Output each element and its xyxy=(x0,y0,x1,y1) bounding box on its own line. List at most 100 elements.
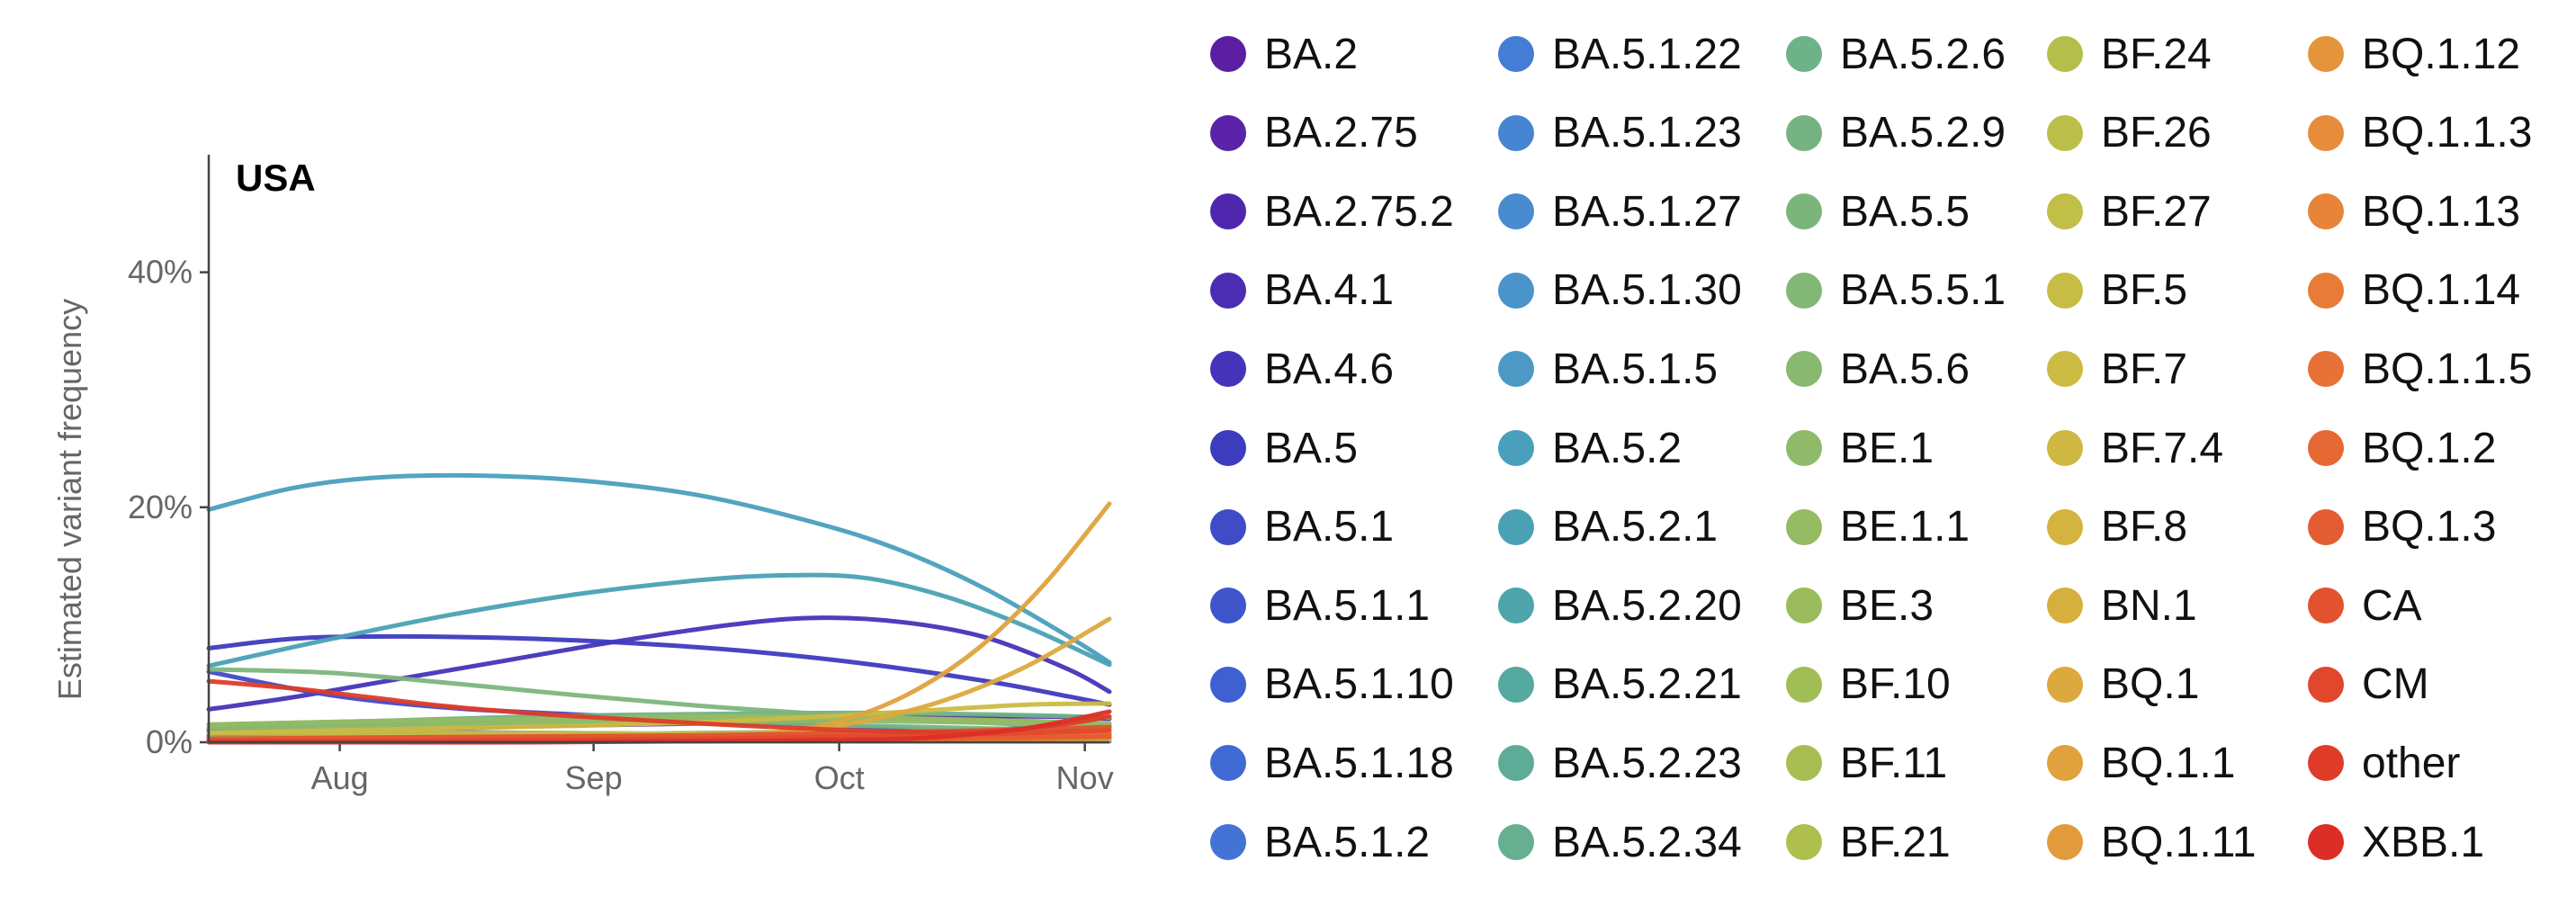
legend-item-bq-1-1-3[interactable]: BQ.1.1.3 xyxy=(2308,106,2532,160)
legend-item-ba-4-1[interactable]: BA.4.1 xyxy=(1210,264,1394,318)
legend-label: BF.26 xyxy=(2101,109,2212,157)
legend-item-ba-5-1-18[interactable]: BA.5.1.18 xyxy=(1210,736,1454,790)
legend-swatch xyxy=(2308,114,2344,151)
legend-item-ba-5-2-21[interactable]: BA.5.2.21 xyxy=(1498,658,1742,712)
legend-swatch xyxy=(2308,430,2344,466)
legend-item-bq-1-13[interactable]: BQ.1.13 xyxy=(2308,184,2520,238)
legend-item-bf-27[interactable]: BF.27 xyxy=(2047,184,2212,238)
legend-item-bf-10[interactable]: BF.10 xyxy=(1786,658,1951,712)
legend-label: BA.5.5.1 xyxy=(1840,266,2006,315)
legend-item-cm[interactable]: CM xyxy=(2308,658,2429,712)
legend-item-bf-7[interactable]: BF.7 xyxy=(2047,342,2187,396)
legend-label: BF.27 xyxy=(2101,187,2212,236)
legend-label: BA.5.2.9 xyxy=(1840,109,2006,157)
legend-item-ba-5-2-23[interactable]: BA.5.2.23 xyxy=(1498,736,1742,790)
legend-label: BA.5.6 xyxy=(1840,345,1970,393)
legend-swatch xyxy=(2047,193,2083,230)
legend-item-other[interactable]: other xyxy=(2308,736,2460,790)
legend-item-ba-2-75[interactable]: BA.2.75 xyxy=(1210,106,1418,160)
legend-item-ba-5-1-27[interactable]: BA.5.1.27 xyxy=(1498,184,1742,238)
legend-item-ca[interactable]: CA xyxy=(2308,579,2422,632)
legend-item-ba-5-1-10[interactable]: BA.5.1.10 xyxy=(1210,658,1454,712)
legend-item-ba-5-2-20[interactable]: BA.5.2.20 xyxy=(1498,579,1742,632)
legend-item-ba-5-2-1[interactable]: BA.5.2.1 xyxy=(1498,500,1718,554)
legend-swatch xyxy=(1786,272,1822,309)
legend-item-ba-2[interactable]: BA.2 xyxy=(1210,27,1358,81)
legend-item-bf-26[interactable]: BF.26 xyxy=(2047,106,2212,160)
legend-item-ba-5-1-22[interactable]: BA.5.1.22 xyxy=(1498,27,1742,81)
legend-swatch xyxy=(2047,36,2083,72)
legend-item-ba-5-2[interactable]: BA.5.2 xyxy=(1498,421,1682,475)
legend-label: BQ.1.1.5 xyxy=(2362,345,2533,393)
legend-label: BA.5.1.30 xyxy=(1552,266,1742,315)
legend-item-ba-5-1-5[interactable]: BA.5.1.5 xyxy=(1498,342,1718,396)
legend-swatch xyxy=(1786,666,1822,703)
legend-swatch xyxy=(2047,824,2083,860)
series-line-be-1-1 xyxy=(206,713,1112,727)
legend-item-bq-1-3[interactable]: BQ.1.3 xyxy=(2308,500,2496,554)
legend-item-bq-1-1[interactable]: BQ.1.1 xyxy=(2047,736,2235,790)
x-tick-label: Oct xyxy=(814,759,865,796)
legend-swatch xyxy=(1210,272,1246,309)
legend-swatch xyxy=(1498,351,1534,388)
legend-label: BA.5.1.27 xyxy=(1552,187,1742,236)
legend-item-ba-5-5-1[interactable]: BA.5.5.1 xyxy=(1786,264,2006,318)
y-tick-label: 0% xyxy=(146,723,193,760)
legend-swatch xyxy=(2308,272,2344,309)
y-axis-ticks: 0% 20% 40% xyxy=(128,254,209,760)
legend-label: BA.5 xyxy=(1264,424,1359,472)
legend-label: BF.11 xyxy=(1840,739,1948,787)
legend-item-bf-8[interactable]: BF.8 xyxy=(2047,500,2187,554)
legend-item-bq-1-2[interactable]: BQ.1.2 xyxy=(2308,421,2496,475)
legend-item-bf-5[interactable]: BF.5 xyxy=(2047,264,2187,318)
legend-swatch xyxy=(2308,36,2344,72)
legend-item-bf-7-4[interactable]: BF.7.4 xyxy=(2047,421,2223,475)
legend-item-ba-5-2-6[interactable]: BA.5.2.6 xyxy=(1786,27,2006,81)
legend-item-ba-5-1-30[interactable]: BA.5.1.30 xyxy=(1498,264,1742,318)
x-tick-label: Aug xyxy=(311,759,369,796)
legend-item-bq-1-12[interactable]: BQ.1.12 xyxy=(2308,27,2520,81)
x-tick-label: Nov xyxy=(1056,759,1114,796)
legend-item-ba-5-1-23[interactable]: BA.5.1.23 xyxy=(1498,106,1742,160)
legend-item-bq-1-1-5[interactable]: BQ.1.1.5 xyxy=(2308,342,2532,396)
legend-item-xbb-1[interactable]: XBB.1 xyxy=(2308,815,2484,869)
legend-swatch xyxy=(1210,351,1246,388)
legend-item-bq-1[interactable]: BQ.1 xyxy=(2047,658,2199,712)
legend-item-bf-24[interactable]: BF.24 xyxy=(2047,27,2212,81)
legend-label: BQ.1.12 xyxy=(2362,30,2521,78)
legend-item-bn-1[interactable]: BN.1 xyxy=(2047,579,2197,632)
legend-swatch xyxy=(1498,430,1534,466)
legend-item-bq-1-11[interactable]: BQ.1.11 xyxy=(2047,815,2257,869)
legend-swatch xyxy=(1498,508,1534,545)
legend-swatch xyxy=(2308,745,2344,782)
legend-item-bq-1-14[interactable]: BQ.1.14 xyxy=(2308,264,2520,318)
legend-item-ba-5[interactable]: BA.5 xyxy=(1210,421,1358,475)
legend-item-be-1[interactable]: BE.1 xyxy=(1786,421,1934,475)
legend-swatch xyxy=(1210,114,1246,151)
legend-item-ba-5-2-34[interactable]: BA.5.2.34 xyxy=(1498,815,1742,869)
legend-item-ba-5-1[interactable]: BA.5.1 xyxy=(1210,500,1394,554)
legend-item-bf-21[interactable]: BF.21 xyxy=(1786,815,1951,869)
legend-item-ba-5-5[interactable]: BA.5.5 xyxy=(1786,184,1970,238)
legend-item-be-3[interactable]: BE.3 xyxy=(1786,579,1934,632)
legend-item-ba-5-1-1[interactable]: BA.5.1.1 xyxy=(1210,579,1430,632)
legend-item-ba-4-6[interactable]: BA.4.6 xyxy=(1210,342,1394,396)
legend-swatch xyxy=(1786,351,1822,388)
legend-item-ba-2-75-2[interactable]: BA.2.75.2 xyxy=(1210,184,1454,238)
legend: BA.2 BA.2.75 BA.2.75.2 BA.4.1 BA.4.6 BA.5 BA.5… xyxy=(1210,27,2576,891)
legend-label: BE.3 xyxy=(1840,581,1934,630)
legend-item-ba-5-6[interactable]: BA.5.6 xyxy=(1786,342,1970,396)
legend-item-ba-5-2-9[interactable]: BA.5.2.9 xyxy=(1786,106,2006,160)
legend-item-be-1-1[interactable]: BE.1.1 xyxy=(1786,500,1970,554)
legend-label: BA.5.1 xyxy=(1264,503,1395,552)
legend-label: XBB.1 xyxy=(2362,818,2485,866)
legend-label: BQ.1 xyxy=(2101,660,2200,709)
legend-label: BE.1.1 xyxy=(1840,503,1970,552)
legend-swatch xyxy=(2047,114,2083,151)
legend-swatch xyxy=(2047,272,2083,309)
legend-swatch xyxy=(1786,824,1822,860)
legend-item-ba-5-1-2[interactable]: BA.5.1.2 xyxy=(1210,815,1430,869)
legend-label: BA.5.1.10 xyxy=(1264,660,1454,709)
y-axis-title: Estimated variant frequency xyxy=(51,299,88,700)
legend-item-bf-11[interactable]: BF.11 xyxy=(1786,736,1947,790)
